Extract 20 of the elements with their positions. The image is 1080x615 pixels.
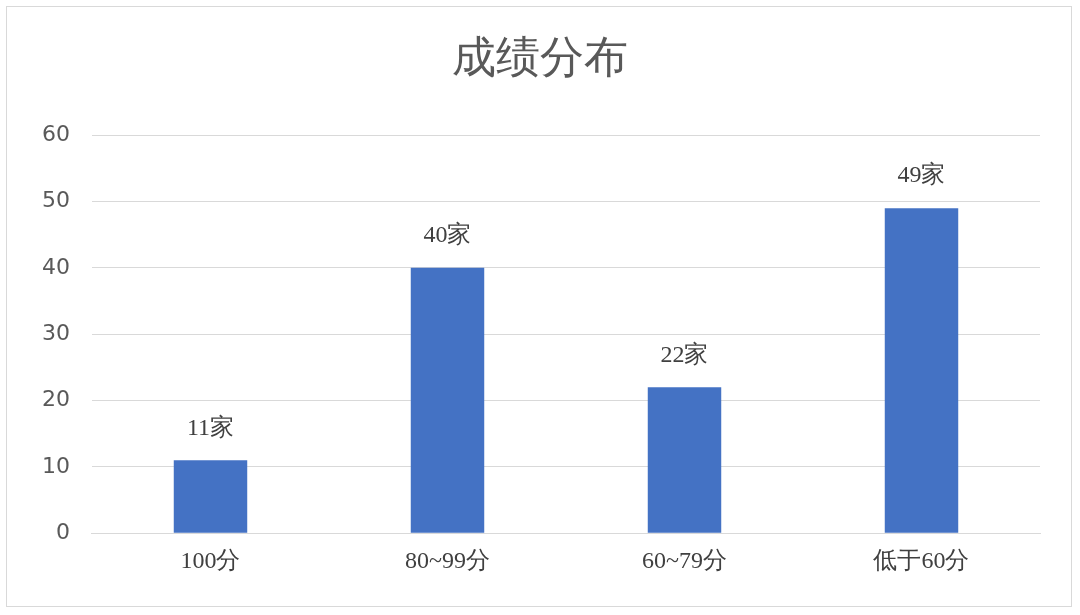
y-tick-label: 0 — [55, 518, 70, 544]
y-tick-label: 60 — [41, 120, 70, 146]
bar — [173, 460, 248, 533]
bar — [410, 267, 485, 533]
x-tick-label: 60~79分 — [642, 546, 727, 573]
x-tick-label: 100分 — [180, 546, 241, 573]
x-tick-label: 80~99分 — [405, 546, 490, 573]
data-label: 40家 — [423, 221, 472, 248]
y-tick-label: 50 — [41, 187, 70, 213]
chart-title: 成绩分布 — [451, 30, 629, 84]
y-tick-label: 10 — [41, 452, 70, 478]
bar — [884, 208, 959, 533]
y-tick-label: 30 — [41, 319, 70, 345]
y-tick-label: 20 — [41, 386, 70, 412]
x-tick-label: 低于60分 — [873, 546, 970, 573]
bar — [647, 387, 722, 533]
data-label: 49家 — [897, 161, 946, 188]
data-label: 22家 — [660, 340, 709, 367]
data-label: 11家 — [186, 413, 235, 440]
y-tick-label: 40 — [41, 253, 70, 279]
